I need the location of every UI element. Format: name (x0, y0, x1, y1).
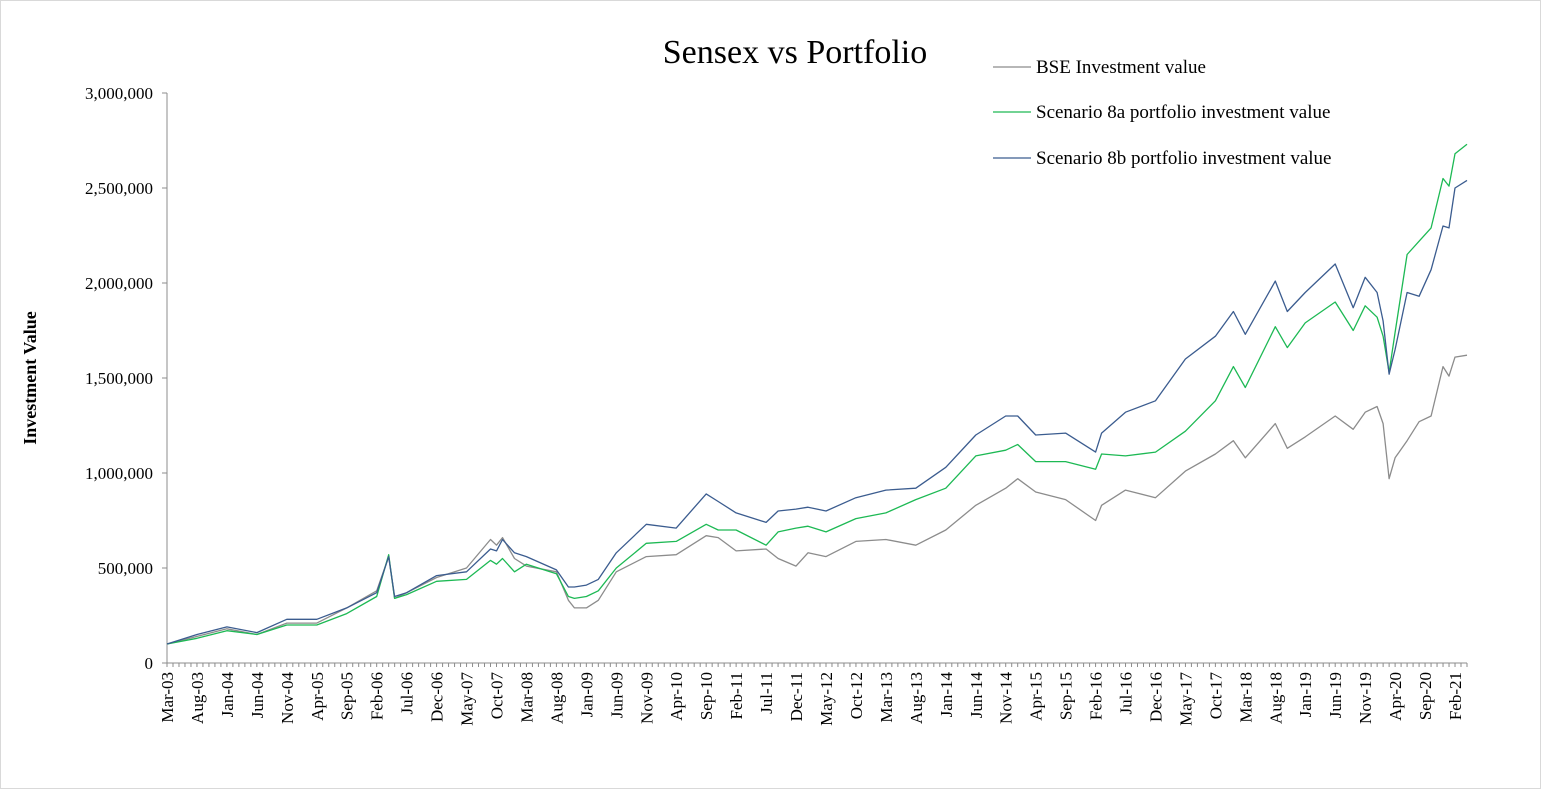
y-tick-label: 2,000,000 (85, 274, 153, 293)
legend-label: BSE Investment value (1036, 57, 1206, 78)
x-tick-label: Aug-13 (907, 672, 926, 724)
y-axis: 0 500,000 1,000,000 1,500,000 2,000,000 2,500… (85, 84, 168, 673)
chart-title: Sensex vs Portfolio (663, 34, 927, 71)
x-tick-label: Dec-11 (787, 672, 806, 721)
x-tick-label: Sep-05 (338, 672, 357, 720)
x-tick-label: Mar-08 (517, 672, 536, 723)
x-tick-label: Aug-08 (547, 672, 566, 724)
x-tick-label: Jul-16 (1117, 672, 1136, 715)
x-tick-label: Feb-06 (368, 672, 387, 720)
x-tick-label: Apr-15 (1027, 672, 1046, 721)
legend: BSE Investment value Scenario 8a portfoli… (993, 57, 1331, 169)
legend-label: Scenario 8b portfolio investment value (1036, 148, 1331, 169)
y-tick-label: 2,500,000 (85, 179, 153, 198)
x-tick-label: Mar-18 (1236, 672, 1255, 723)
x-axis: Mar-03 Aug-03 Jan-04 Jun-04 Nov-04 Apr-05 Sep-… (158, 662, 1468, 726)
x-tick-label: Apr-05 (308, 672, 327, 721)
x-tick-label: Sep-10 (697, 672, 716, 720)
x-tick-label: Apr-10 (667, 672, 686, 721)
x-tick-label: Sep-20 (1416, 672, 1435, 720)
x-tick-label: Feb-21 (1446, 672, 1465, 720)
x-tick-label: Jan-04 (218, 672, 237, 718)
x-tick-label: Apr-20 (1386, 672, 1405, 721)
x-tick-label: Feb-11 (727, 672, 746, 720)
bse-series-line (166, 354, 1468, 645)
x-tick-label: Nov-04 (278, 672, 297, 724)
x-tick-label: Jun-19 (1326, 672, 1345, 718)
y-tick-label: 3,000,000 (85, 84, 153, 103)
x-tick-label: Nov-09 (637, 672, 656, 724)
y-axis-title: Investment Value (20, 311, 40, 445)
x-tick-label: Oct-17 (1206, 672, 1225, 720)
y-tick-label: 1,500,000 (85, 369, 153, 388)
legend-label: Scenario 8a portfolio investment value (1036, 102, 1330, 123)
x-tick-label: Nov-14 (997, 672, 1016, 724)
x-tick-label: Jun-09 (607, 672, 626, 718)
x-tick-label: Oct-07 (487, 672, 506, 720)
x-tick-label: Aug-03 (188, 672, 207, 724)
x-tick-label: Jan-19 (1296, 672, 1315, 717)
x-tick-label: Sep-15 (1057, 672, 1076, 720)
x-tick-label: Jul-06 (398, 672, 417, 715)
x-tick-label: Jan-14 (937, 672, 956, 718)
x-tick-label: Feb-16 (1087, 672, 1106, 720)
x-tick-label: Mar-13 (877, 672, 896, 723)
x-tick-label: May-12 (817, 672, 836, 726)
x-tick-label: Dec-06 (428, 672, 447, 722)
series-lines (166, 143, 1468, 645)
x-tick-label: Jun-14 (967, 672, 986, 719)
x-tick-label: Dec-16 (1146, 672, 1165, 722)
x-tick-label: Oct-12 (847, 672, 866, 719)
y-tick-label: 1,000,000 (85, 464, 153, 483)
x-tick-label: Jun-04 (248, 672, 267, 719)
x-tick-label: Jul-11 (757, 672, 776, 714)
x-tick-label: May-07 (458, 672, 477, 726)
y-tick-label: 500,000 (98, 559, 153, 578)
scenario-8b-series-line (166, 179, 1468, 645)
x-tick-label: Aug-18 (1266, 672, 1285, 724)
x-tick-label: Mar-03 (158, 672, 177, 723)
x-tick-label: Nov-19 (1356, 672, 1375, 724)
x-tick-label: May-17 (1176, 672, 1195, 726)
y-tick-label: 0 (145, 654, 154, 673)
x-tick-label: Jan-09 (577, 672, 596, 717)
scenario-8a-series-line (166, 143, 1468, 645)
